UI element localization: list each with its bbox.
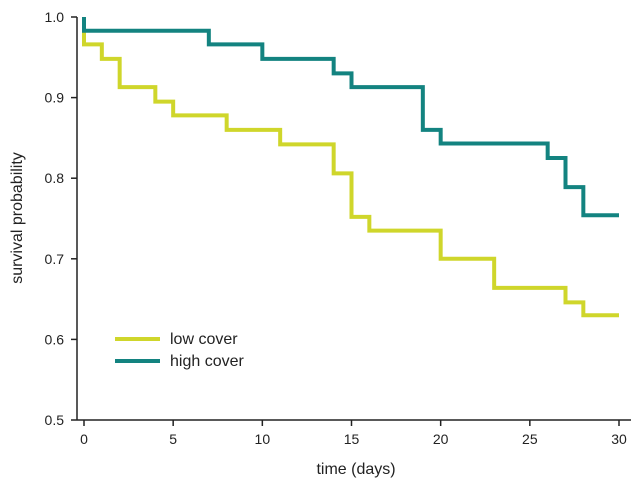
series-line-low-cover xyxy=(82,17,619,318)
legend: low cover high cover xyxy=(115,331,244,370)
y-ticks: 0.5 0.6 0.7 0.8 0.9 1.0 xyxy=(45,9,77,428)
x-tick-label: 10 xyxy=(255,431,271,447)
y-tick-label: 0.8 xyxy=(45,170,65,186)
legend-label-high-cover: high cover xyxy=(170,353,244,370)
x-tick-label: 5 xyxy=(169,431,177,447)
x-tick-label: 20 xyxy=(433,431,449,447)
y-axis-label: survival probability xyxy=(9,152,26,284)
x-tick-label: 15 xyxy=(344,431,360,447)
y-tick-label: 1.0 xyxy=(45,9,65,25)
legend-label-low-cover: low cover xyxy=(170,331,238,348)
y-tick-label: 0.9 xyxy=(45,90,65,106)
series-line-high-cover xyxy=(82,17,619,218)
x-ticks: 0 5 10 15 20 25 30 xyxy=(80,420,627,447)
plot-lines xyxy=(82,17,619,318)
axes xyxy=(76,17,631,421)
y-tick-label: 0.6 xyxy=(45,331,65,347)
x-tick-label: 25 xyxy=(522,431,538,447)
x-tick-label: 0 xyxy=(80,431,88,447)
y-tick-label: 0.5 xyxy=(45,412,65,428)
y-tick-label: 0.7 xyxy=(45,251,65,267)
x-tick-label: 30 xyxy=(611,431,627,447)
x-axis-label: time (days) xyxy=(316,461,395,478)
